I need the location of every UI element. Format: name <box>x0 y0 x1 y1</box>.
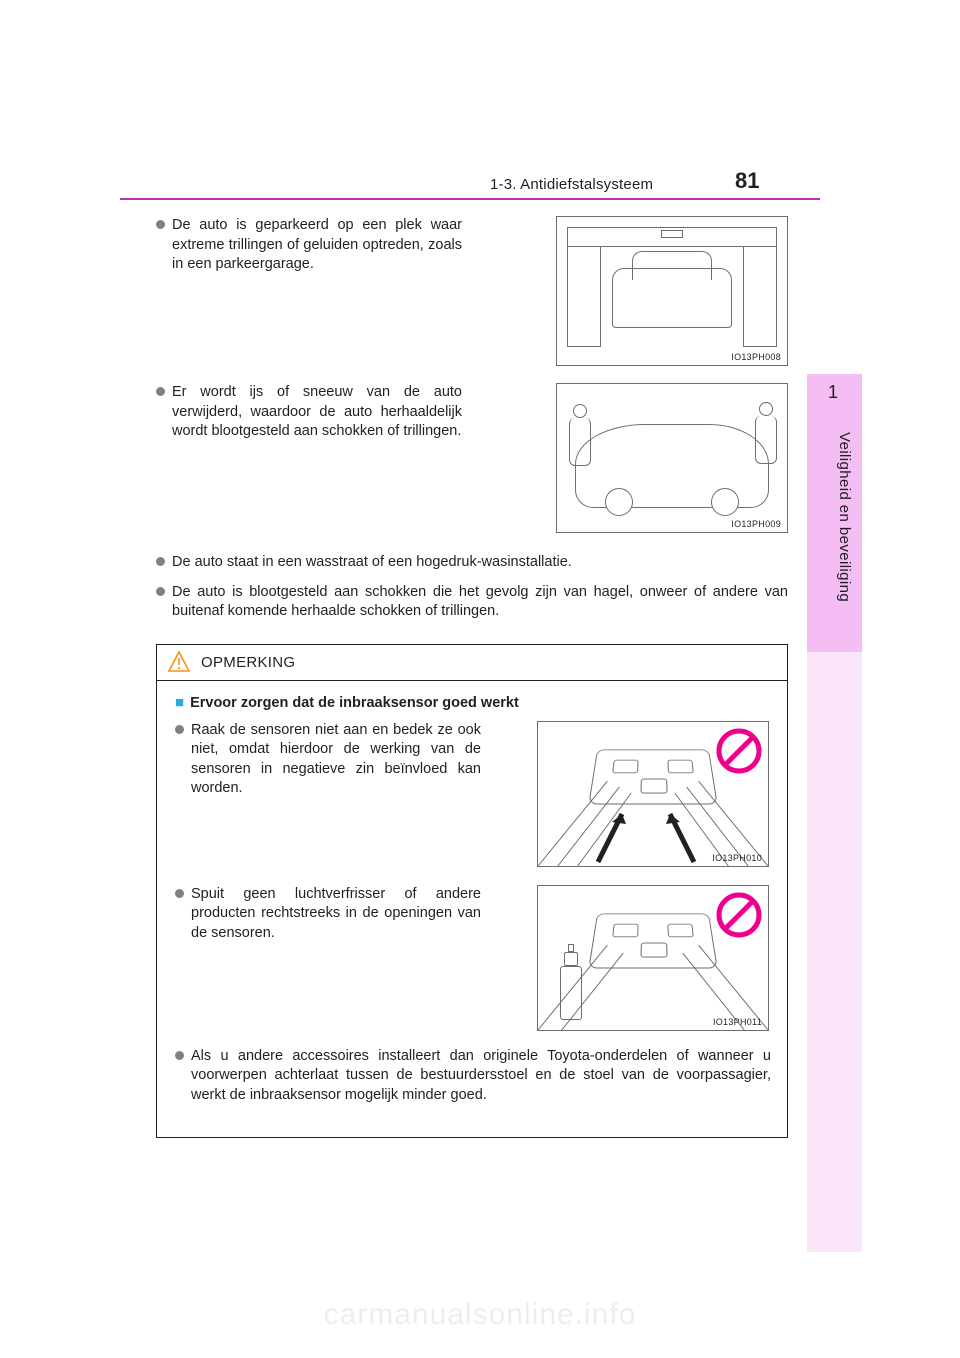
overhead-console-icon <box>588 749 717 804</box>
watermark: carmanualsonline.info <box>0 1298 960 1332</box>
warning-label: OPMERKING <box>201 654 295 671</box>
console-button-icon <box>640 942 667 957</box>
figure-id: IO13PH008 <box>731 352 781 362</box>
warning-text: Als u andere accessoires installeert dan… <box>191 1047 771 1106</box>
overhead-console-icon <box>588 913 717 968</box>
body-text: De auto staat in een wasstraat of een ho… <box>172 553 788 573</box>
body-row-1: De auto is geparkeerd op een plek waar e… <box>156 216 788 370</box>
console-button-icon <box>667 759 693 772</box>
list-item: Er wordt ijs of sneeuw van de auto verwi… <box>156 383 466 442</box>
warning-subheading: ■ Ervoor zorgen dat de inbraaksensor goe… <box>175 695 769 711</box>
bullet-icon <box>175 1051 184 1060</box>
list-item: Spuit geen luchtverfrisser of andere pro… <box>175 885 475 944</box>
figure-overhead-console-spray: IO13PH011 <box>537 885 769 1031</box>
content-area: De auto is geparkeerd op een plek waar e… <box>156 216 788 1138</box>
header-rule-right <box>760 198 820 200</box>
figure-id: IO13PH011 <box>713 1017 762 1027</box>
car-side-icon <box>575 424 769 508</box>
console-button-icon <box>640 778 667 793</box>
body-row-2: Er wordt ijs of sneeuw van de auto verwi… <box>156 383 788 537</box>
warning-box: OPMERKING ■ Ervoor zorgen dat de inbraak… <box>156 644 788 1139</box>
warning-subtitle: Ervoor zorgen dat de inbraaksensor goed … <box>190 695 519 711</box>
manual-page: 1-3. Antidiefstalsysteem 81 1 Veiligheid… <box>0 0 960 1358</box>
arrow-up-icon <box>588 804 638 864</box>
sidebar-chapter-number: 1 <box>828 382 838 403</box>
bullet-icon <box>175 725 184 734</box>
body-text: De auto is geparkeerd op een plek waar e… <box>172 216 462 275</box>
list-item: De auto is blootgesteld aan schokken die… <box>156 583 788 622</box>
figure-snow-removal: IO13PH009 <box>556 383 788 533</box>
car-front-icon <box>612 268 732 328</box>
list-item: De auto staat in een wasstraat of een ho… <box>156 553 788 573</box>
sidebar-chapter-title: Veiligheid en beveiliging <box>836 432 853 602</box>
warning-plain-item: Als u andere accessoires installeert dan… <box>175 1047 769 1106</box>
warning-text: Spuit geen luchtverfrisser of andere pro… <box>191 885 481 944</box>
section-label: 1-3. Antidiefstalsysteem <box>490 176 653 193</box>
list-item: Als u andere accessoires installeert dan… <box>175 1047 771 1106</box>
figure-garage: IO13PH008 <box>556 216 788 366</box>
garage-wall <box>743 247 777 347</box>
bullet-icon <box>156 557 165 566</box>
prohibit-icon <box>716 892 762 938</box>
figure-id: IO13PH010 <box>712 853 762 863</box>
garage-sign-icon <box>661 230 683 238</box>
list-item: De auto is geparkeerd op een plek waar e… <box>156 216 466 275</box>
warning-triangle-icon <box>167 650 191 674</box>
warning-header: OPMERKING <box>157 645 787 681</box>
arrow-up-icon <box>654 804 704 864</box>
prohibit-icon <box>716 728 762 774</box>
body-text: Er wordt ijs of sneeuw van de auto verwi… <box>172 383 462 442</box>
bullet-icon <box>175 889 184 898</box>
warning-body: ■ Ervoor zorgen dat de inbraaksensor goe… <box>157 681 787 1106</box>
warning-text: Raak de sensoren niet aan en bedek ze oo… <box>191 721 481 799</box>
figure-id: IO13PH009 <box>731 519 781 529</box>
console-button-icon <box>612 923 638 936</box>
figure-overhead-console-touch: IO13PH010 <box>537 721 769 867</box>
bullet-icon <box>156 387 165 396</box>
garage-wall <box>567 247 601 347</box>
bullet-icon <box>156 587 165 596</box>
wheel-icon <box>605 488 633 516</box>
square-marker-icon: ■ <box>175 695 184 710</box>
warning-row-2: Spuit geen luchtverfrisser of andere pro… <box>175 885 769 1035</box>
sidebar-tab-active <box>807 374 862 652</box>
sidebar-tab-rest <box>807 652 862 1252</box>
person-icon <box>751 402 781 472</box>
body-plain-list: De auto staat in een wasstraat of een ho… <box>156 553 788 622</box>
list-item: Raak de sensoren niet aan en bedek ze oo… <box>175 721 475 799</box>
bullet-icon <box>156 220 165 229</box>
body-text: De auto is blootgesteld aan schokken die… <box>172 583 788 622</box>
spray-can-icon <box>556 940 586 1020</box>
header-rule <box>120 198 760 200</box>
console-button-icon <box>667 923 693 936</box>
page-number: 81 <box>735 168 759 194</box>
console-button-icon <box>612 759 638 772</box>
warning-row-1: Raak de sensoren niet aan en bedek ze oo… <box>175 721 769 871</box>
person-icon <box>565 404 595 474</box>
wheel-icon <box>711 488 739 516</box>
